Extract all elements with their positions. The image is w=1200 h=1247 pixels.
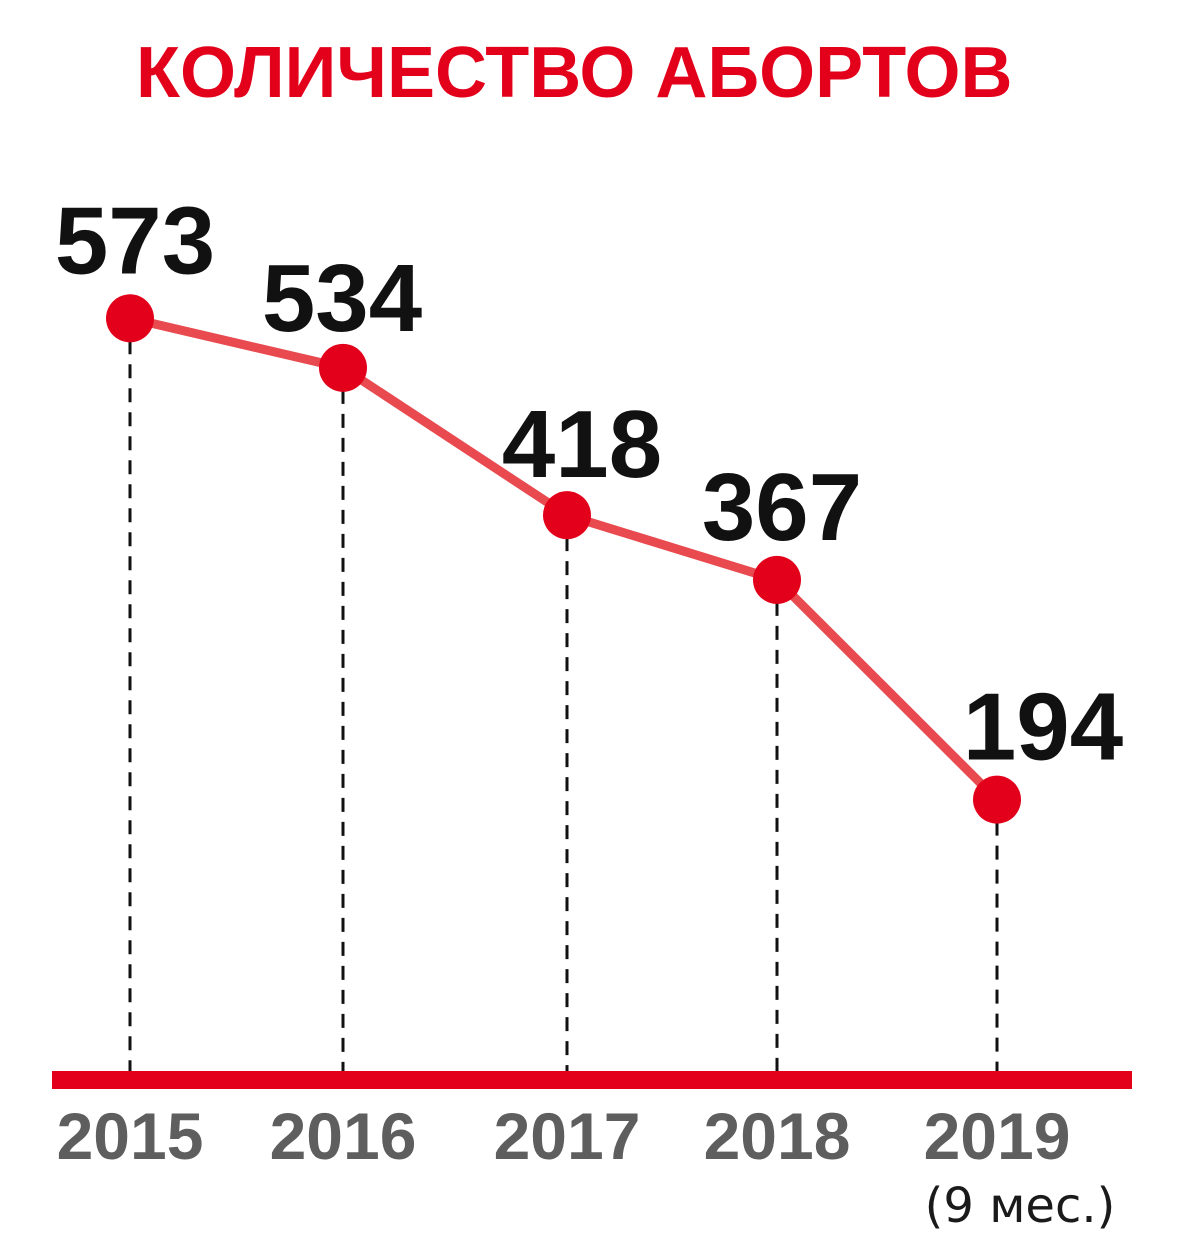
baseline-group (52, 1071, 1132, 1089)
year-labels: 2015 2016 2017 2018 2019(9 мес.) (57, 1099, 1116, 1234)
data-point-2015 (106, 294, 154, 343)
data-markers (106, 294, 1021, 824)
value-label-2015: 573 (55, 187, 215, 294)
year-label-2017: 2017 (494, 1099, 641, 1173)
chart-title: КОЛИЧЕСТВО АБОРТОВ (136, 33, 1012, 113)
data-point-2019 (973, 775, 1021, 824)
year-label-2016: 2016 (270, 1099, 417, 1173)
data-point-2017 (543, 491, 591, 540)
data-point-2018 (753, 555, 801, 604)
year-note-2019: (9 мес.) (925, 1178, 1116, 1234)
value-label-2016: 534 (262, 245, 422, 352)
guide-lines (128, 340, 999, 1074)
value-labels: 573 534 418 367 194 (55, 187, 1123, 780)
year-label-2018: 2018 (704, 1099, 851, 1173)
data-point-2016 (319, 343, 367, 392)
baseline-axis (52, 1071, 1132, 1089)
value-label-2017: 418 (502, 391, 662, 498)
value-label-2018: 367 (702, 454, 862, 561)
year-label-2019: 2019 (924, 1099, 1071, 1173)
value-label-2019: 194 (963, 674, 1123, 781)
year-label-2015: 2015 (57, 1099, 204, 1173)
